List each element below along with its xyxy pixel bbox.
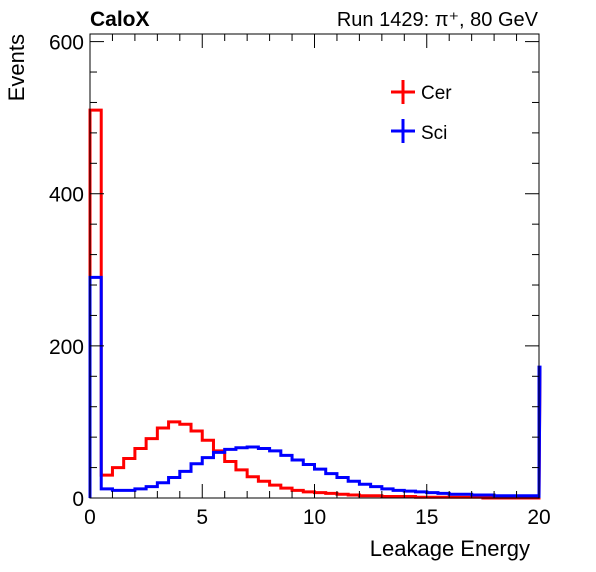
x-tick-label: 0	[84, 506, 96, 529]
experiment-label: CaloX	[90, 8, 150, 31]
series-layer	[88, 108, 542, 500]
y-tick-label: 600	[49, 32, 84, 55]
x-tick-label: 20	[527, 506, 550, 529]
series-cer-line	[88, 108, 542, 500]
legend-cer-label: Cer	[421, 83, 452, 104]
y-tick-label: 400	[49, 184, 84, 207]
y-tick-label: 200	[49, 336, 84, 359]
y-tick-label: 0	[72, 488, 84, 511]
y-axis-title: Events	[4, 34, 29, 101]
x-axis-title: Leakage Energy	[370, 536, 530, 561]
legend-entry-sci: Sci	[391, 119, 447, 144]
plot-frame	[89, 33, 540, 499]
tick-layer	[89, 34, 540, 499]
legend-entry-cer: Cer	[391, 80, 452, 104]
x-tick-label: 10	[303, 506, 326, 529]
x-tick-label: 5	[196, 506, 208, 529]
series-sci-line	[88, 275, 542, 499]
legend-sci-label: Sci	[421, 123, 447, 144]
run-info-label: Run 1429: π⁺, 80 GeV	[337, 9, 539, 31]
legend: Cer Sci	[391, 80, 452, 144]
x-tick-label: 15	[415, 506, 438, 529]
